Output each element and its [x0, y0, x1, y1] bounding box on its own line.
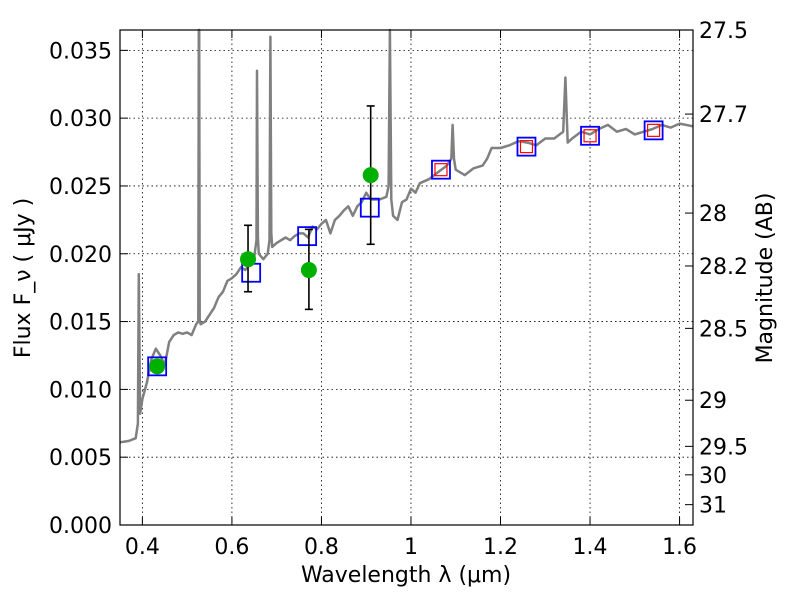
- y-axis-label: Flux F_ν ( μJy ): [11, 198, 36, 358]
- observed-photometry-point: [362, 167, 379, 184]
- model-photometry-point: [147, 356, 168, 377]
- red-marker-point: [647, 123, 661, 137]
- y-tick-label: 0.000: [49, 514, 112, 539]
- ticks: [120, 29, 693, 526]
- model-photometry-point: [643, 120, 664, 141]
- y-tick-label: 0.025: [49, 175, 112, 200]
- x-tick-label: 0.8: [304, 535, 339, 560]
- model-photometry-point: [431, 159, 451, 180]
- y-tick-label: 0.020: [49, 243, 112, 268]
- x-tick-label: 1.2: [483, 535, 518, 560]
- y-tick-label: 0.015: [49, 311, 112, 336]
- y2-tick-label: 31: [699, 494, 727, 519]
- y2-tick-label: 28.5: [699, 317, 748, 342]
- model-photometry-point: [580, 125, 600, 146]
- y-tick-labels: 0.000 0.005 0.010 0.015 0.020 0.025 0.030 0.035: [49, 39, 112, 539]
- x-tick-labels: 0.4 0.6 0.8 1 1.2 1.4 1.6: [125, 535, 697, 560]
- observed-photometry-point: [300, 262, 317, 279]
- y2-axis-label: Magnitude (AB): [753, 193, 778, 364]
- observed-photometry-point: [149, 358, 166, 375]
- y-tick-label: 0.035: [49, 39, 112, 64]
- x-axis-label: Wavelength λ (μm): [301, 563, 511, 588]
- y2-tick-labels: 27.5 27.7 28 28.2 28.5 29 29.5 30 31: [699, 19, 748, 519]
- markers-layer: [147, 105, 664, 377]
- y2-tick-label: 29.5: [699, 435, 748, 460]
- y-tick-label: 0.005: [49, 446, 112, 471]
- model-photometry-point: [359, 197, 380, 218]
- x-tick-label: 0.6: [214, 535, 249, 560]
- y-tick-label: 0.030: [49, 107, 112, 132]
- x-tick-label: 1: [404, 535, 418, 560]
- x-tick-label: 1.4: [573, 535, 608, 560]
- plot-background: [120, 30, 693, 525]
- observed-photometry-point: [240, 251, 257, 268]
- red-marker-point: [583, 129, 597, 143]
- y-tick-label: 0.010: [49, 378, 112, 403]
- x-tick-label: 0.4: [125, 535, 160, 560]
- red-marker-point: [519, 140, 534, 154]
- x-tick-label: 1.6: [662, 535, 697, 560]
- model-photometry-point: [516, 136, 537, 157]
- y2-tick-label: 29: [699, 389, 727, 414]
- y2-tick-label: 28.2: [699, 255, 748, 280]
- y2-tick-label: 27.7: [699, 103, 748, 128]
- model-photometry-point: [297, 226, 318, 247]
- red-marker-point: [434, 163, 448, 177]
- plot-frame: [119, 29, 694, 526]
- y2-tick-label: 27.5: [699, 19, 748, 44]
- y2-tick-label: 30: [699, 464, 727, 489]
- y2-tick-label: 28: [699, 202, 727, 227]
